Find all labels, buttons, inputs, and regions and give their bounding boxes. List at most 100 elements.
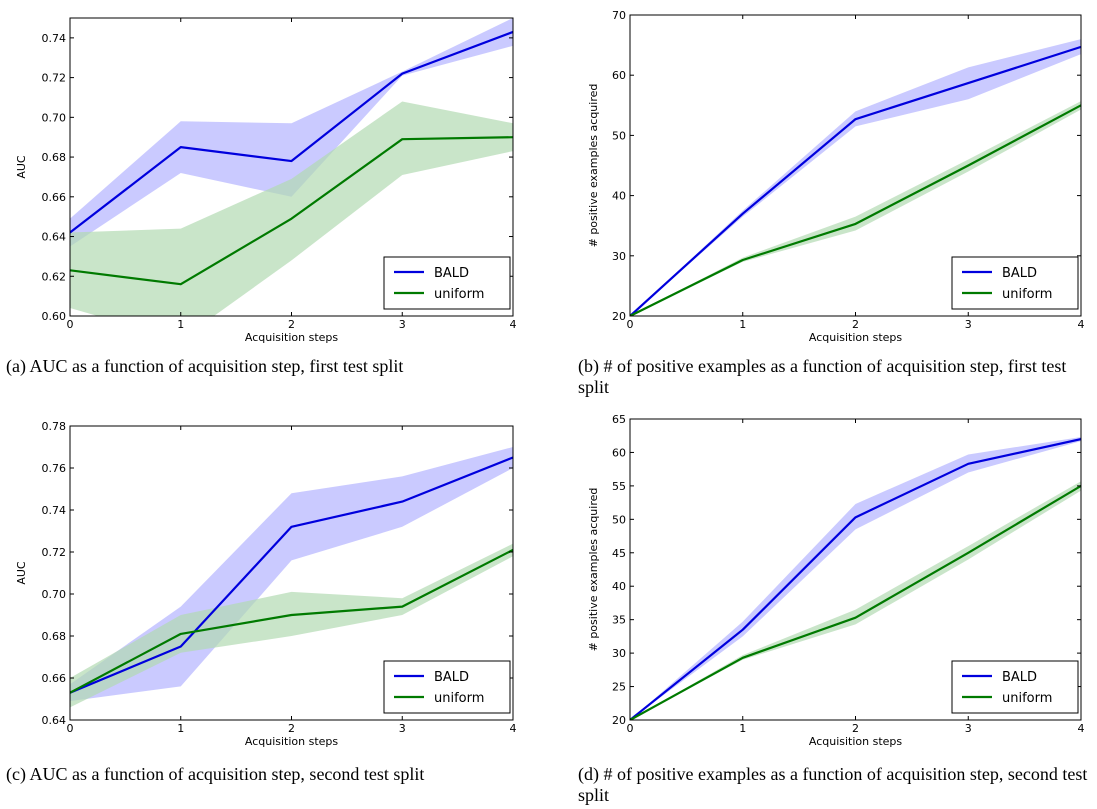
y-tick-label: 70 [612,9,626,22]
x-axis-label: Acquisition steps [245,331,339,344]
plot-area-a [70,18,513,316]
legend-box [951,256,1079,310]
y-tick-label: 0.60 [42,310,67,323]
legend-label-bald: BALD [1002,670,1037,685]
x-tick-label: 2 [288,722,295,735]
x-axis-label: Acquisition steps [245,735,339,748]
legend-b: BALD uniform [951,256,1079,310]
y-tick-label: 0.74 [42,504,67,517]
caption-a: (a) AUC as a function of acquisition ste… [6,356,404,376]
y-axis-label: # positive examples acquired [587,84,600,248]
x-tick-label: 2 [288,318,295,331]
y-tick-label: 0.66 [42,191,67,204]
y-tick-label: 25 [612,681,626,694]
legend-box [383,660,511,714]
legend-a: BALD uniform [383,256,511,310]
y-tick-label: 65 [612,413,626,426]
legend-d: BALD uniform [951,660,1079,714]
y-tick-label: 50 [612,129,626,142]
x-tick-label: 0 [67,722,74,735]
x-tick-label: 1 [177,318,184,331]
y-tick-label: 0.70 [42,588,67,601]
series-line-bald-a [70,30,513,234]
legend-label-bald: BALD [1002,266,1037,281]
y-tick-label: 55 [612,480,626,493]
chart-c: 0 1 2 3 4 0.64 0.66 0.68 0.70 0.72 0.74 0.76 0.78 Acq… [15,420,517,748]
y-tick-label: 0.64 [42,714,67,727]
y-axis-label: AUC [15,155,28,179]
series-line-uniform-d [630,484,1081,720]
series-line-uniform-c [70,548,513,694]
x-tick-label: 2 [852,318,859,331]
legend-label-uniform: uniform [1002,691,1052,706]
plot-area-b [630,39,1081,316]
x-tick-label: 4 [1078,318,1085,331]
y-axis-label: # positive examples acquired [587,488,600,652]
legend-label-bald: BALD [434,670,469,685]
x-tick-label: 4 [510,318,517,331]
x-tick-label: 3 [965,318,972,331]
series-line-bald-c [70,456,513,694]
plot-area-d [630,437,1081,720]
x-tick-label: 3 [399,722,406,735]
x-tick-label: 1 [739,318,746,331]
x-tick-label: 0 [627,318,634,331]
y-tick-label: 0.78 [42,420,67,433]
legend-label-bald: BALD [434,266,469,281]
y-tick-label: 0.70 [42,111,67,124]
x-tick-label: 0 [627,722,634,735]
y-tick-label: 0.68 [42,151,67,164]
legend-c: BALD uniform [383,660,511,714]
legend-box [951,660,1079,714]
y-tick-label: 0.72 [42,546,67,559]
y-tick-label: 20 [612,310,626,323]
y-tick-label: 30 [612,647,626,660]
x-tick-label: 1 [739,722,746,735]
y-tick-label: 30 [612,250,626,263]
x-axis-label: Acquisition steps [809,331,903,344]
band-bald-a [70,18,513,247]
y-tick-label: 0.62 [42,270,67,283]
y-tick-label: 0.64 [42,231,67,244]
chart-b: 0 1 2 3 4 20 30 40 50 60 70 Acquisition steps # posi… [587,9,1085,344]
y-axis-label: AUC [15,561,28,585]
y-tick-label: 20 [612,714,626,727]
caption-c: (c) AUC as a function of acquisition ste… [6,764,425,784]
y-tick-label: 35 [612,614,626,627]
x-tick-label: 3 [399,318,406,331]
legend-label-uniform: uniform [434,287,484,302]
series-line-bald-b [630,45,1081,316]
y-tick-label: 60 [612,69,626,82]
plot-area-c [70,447,513,708]
y-tick-label: 0.76 [42,462,67,475]
y-tick-label: 0.72 [42,72,67,85]
y-tick-label: 0.68 [42,630,67,643]
y-tick-label: 40 [612,580,626,593]
legend-label-uniform: uniform [1002,287,1052,302]
series-line-bald-d [630,437,1081,720]
y-tick-label: 0.66 [42,672,67,685]
x-tick-label: 4 [510,722,517,735]
series-line-uniform-b [630,104,1081,316]
legend-label-uniform: uniform [434,691,484,706]
x-tick-label: 2 [852,722,859,735]
chart-d: 0 1 2 3 4 20 25 30 35 40 45 50 55 60 65 Acquisition ste… [587,413,1085,748]
chart-a: 0 1 2 3 4 0.60 0.62 0.64 0.66 0.68 0.70 0.72 0.74 Acq… [15,17,517,344]
band-uniform-a [70,101,513,316]
x-tick-label: 4 [1078,722,1085,735]
x-tick-label: 3 [965,722,972,735]
x-axis-label: Acquisition steps [809,735,903,748]
caption-d: (d) # of positive examples as a function… [578,764,1088,805]
band-bald-b [630,39,1081,316]
caption-b: (b) # of positive examples as a function… [578,356,1067,397]
y-tick-label: 60 [612,446,626,459]
legend-box [383,256,511,310]
x-tick-label: 1 [177,722,184,735]
series-line-uniform-a [70,136,513,286]
y-tick-label: 40 [612,190,626,203]
x-tick-label: 0 [67,318,74,331]
y-tick-label: 45 [612,547,626,560]
y-tick-label: 0.74 [42,32,67,45]
y-tick-label: 50 [612,513,626,526]
